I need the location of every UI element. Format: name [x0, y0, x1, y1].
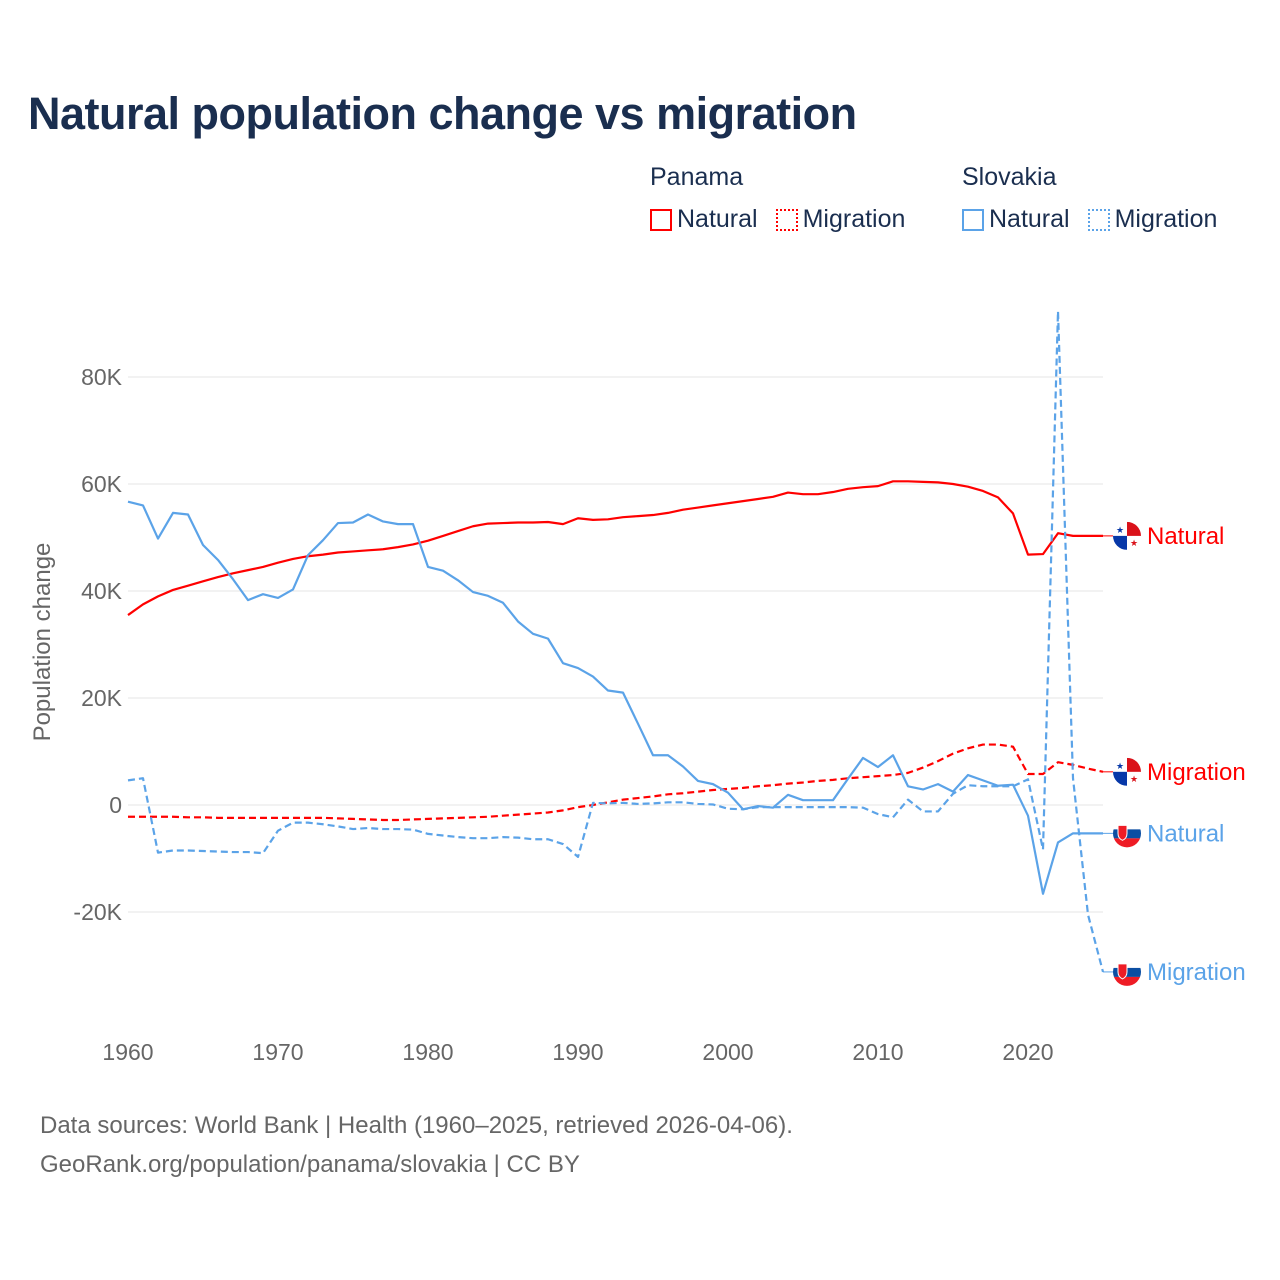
x-tick-label: 1990 [552, 1039, 603, 1065]
series-line-panama-natural [127, 480, 1103, 616]
y-tick-label: -20K [73, 899, 122, 925]
series-line-slovakia-natural [127, 500, 1103, 895]
x-tick-label: 1980 [402, 1039, 453, 1065]
source-link[interactable]: GeoRank.org/population/panama/slovakia |… [40, 1151, 580, 1178]
legend-label: Migration [1114, 205, 1218, 233]
slovakia-flag-icon [1113, 957, 1141, 986]
svg-text:★: ★ [1116, 525, 1124, 535]
series-line-slovakia-migration [127, 310, 1105, 973]
legend-item-panama-migration[interactable]: Migration [775, 205, 906, 234]
panama-flag-icon: ★★ [1113, 757, 1141, 786]
y-axis-title: Population change [29, 543, 56, 742]
svg-text:★: ★ [1116, 761, 1124, 771]
legend-item-slovakia-natural[interactable]: Natural [962, 205, 1070, 234]
x-tick-label: 2010 [852, 1039, 903, 1065]
footer: Data sources: World Bank | Health (1960–… [40, 1106, 793, 1184]
end-label: Natural [1147, 820, 1224, 847]
y-tick-label: 0 [109, 792, 122, 818]
y-tick-label: 80K [81, 364, 123, 390]
legend-label: Natural [989, 205, 1070, 233]
legend-item-slovakia-migration[interactable]: Migration [1087, 205, 1218, 234]
dotted-swatch-icon [1087, 208, 1110, 231]
chart-title: Natural population change vs migration [28, 88, 857, 139]
solid-swatch-icon [650, 208, 672, 231]
end-label: Migration [1147, 759, 1246, 786]
y-tick-label: 60K [81, 471, 123, 497]
end-label: Natural [1147, 523, 1224, 550]
legend-country: Slovakia [962, 163, 1057, 191]
solid-swatch-icon [962, 208, 984, 231]
legend-label: Migration [802, 205, 906, 233]
series-line-panama-migration [128, 743, 1104, 822]
end-label: Migration [1147, 959, 1246, 986]
legend-item-panama-natural[interactable]: Natural [650, 205, 758, 234]
legend-country: Panama [650, 163, 744, 191]
svg-text:★: ★ [1130, 774, 1138, 784]
legend-group-slovakia: Slovakia Natural Migration [962, 163, 1217, 234]
slovakia-flag-icon [1113, 819, 1141, 848]
panama-flag-icon: ★★ [1113, 521, 1141, 550]
dotted-swatch-icon [775, 208, 798, 231]
data-source: Data sources: World Bank | Health (1960–… [40, 1112, 793, 1139]
x-tick-label: 1970 [252, 1039, 303, 1065]
x-tick-label: 2020 [1002, 1039, 1053, 1065]
legend-group-panama: Panama Natural Migration [650, 163, 905, 234]
x-tick-label: 2000 [702, 1039, 753, 1065]
y-tick-label: 20K [81, 685, 123, 711]
legend-label: Natural [677, 205, 758, 233]
y-tick-label: 40K [81, 578, 123, 604]
x-tick-label: 1960 [102, 1039, 153, 1065]
svg-text:★: ★ [1130, 538, 1138, 548]
